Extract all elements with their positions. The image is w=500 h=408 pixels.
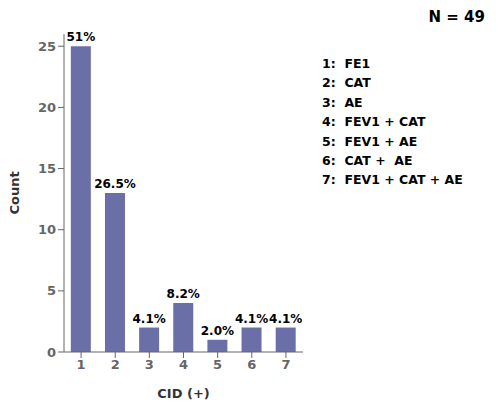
svg-text:7: 7 bbox=[281, 357, 290, 372]
svg-text:3: 3 bbox=[145, 357, 154, 372]
svg-text:6: 6 bbox=[247, 357, 256, 372]
svg-text:2.0%: 2.0% bbox=[201, 324, 234, 338]
svg-text:15: 15 bbox=[38, 161, 56, 176]
svg-text:1: 1 bbox=[77, 357, 86, 372]
svg-text:4.1%: 4.1% bbox=[235, 312, 268, 326]
svg-text:4.1%: 4.1% bbox=[132, 312, 165, 326]
svg-text:8.2%: 8.2% bbox=[167, 287, 200, 301]
svg-text:0: 0 bbox=[47, 345, 56, 360]
html-text:1: FE1: 1: FE1 bbox=[322, 56, 371, 71]
html-text:6: CAT + AE: 6: CAT + AE bbox=[322, 152, 413, 168]
svg-text:25: 25 bbox=[38, 39, 56, 54]
svg-text:20: 20 bbox=[38, 100, 56, 115]
html-text:4: FEV1 + CAT: 4: FEV1 + CAT bbox=[322, 114, 426, 130]
svg-text:CID (+): CID (+) bbox=[157, 386, 209, 401]
svg-text:Count: Count bbox=[8, 171, 22, 214]
svg-text:5: 5 bbox=[213, 357, 222, 372]
html-text:3: AE: 3: AE bbox=[322, 94, 363, 110]
html-text:2: CAT: 2: CAT bbox=[322, 75, 371, 91]
svg-text:4: 4 bbox=[179, 357, 188, 372]
svg-text:5: 5 bbox=[47, 283, 56, 298]
html-text:7: FEV1 + CAT + AE: 7: FEV1 + CAT + AE bbox=[322, 172, 463, 188]
svg-text:2: 2 bbox=[111, 357, 120, 372]
svg-text:51%: 51% bbox=[66, 30, 95, 44]
html-text:N = 49: N = 49 bbox=[428, 8, 485, 26]
svg-text:26.5%: 26.5% bbox=[94, 177, 136, 191]
svg-text:4.1%: 4.1% bbox=[269, 312, 302, 326]
html-text:5: FEV1 + AE: 5: FEV1 + AE bbox=[322, 133, 418, 149]
svg-text:10: 10 bbox=[38, 222, 56, 237]
